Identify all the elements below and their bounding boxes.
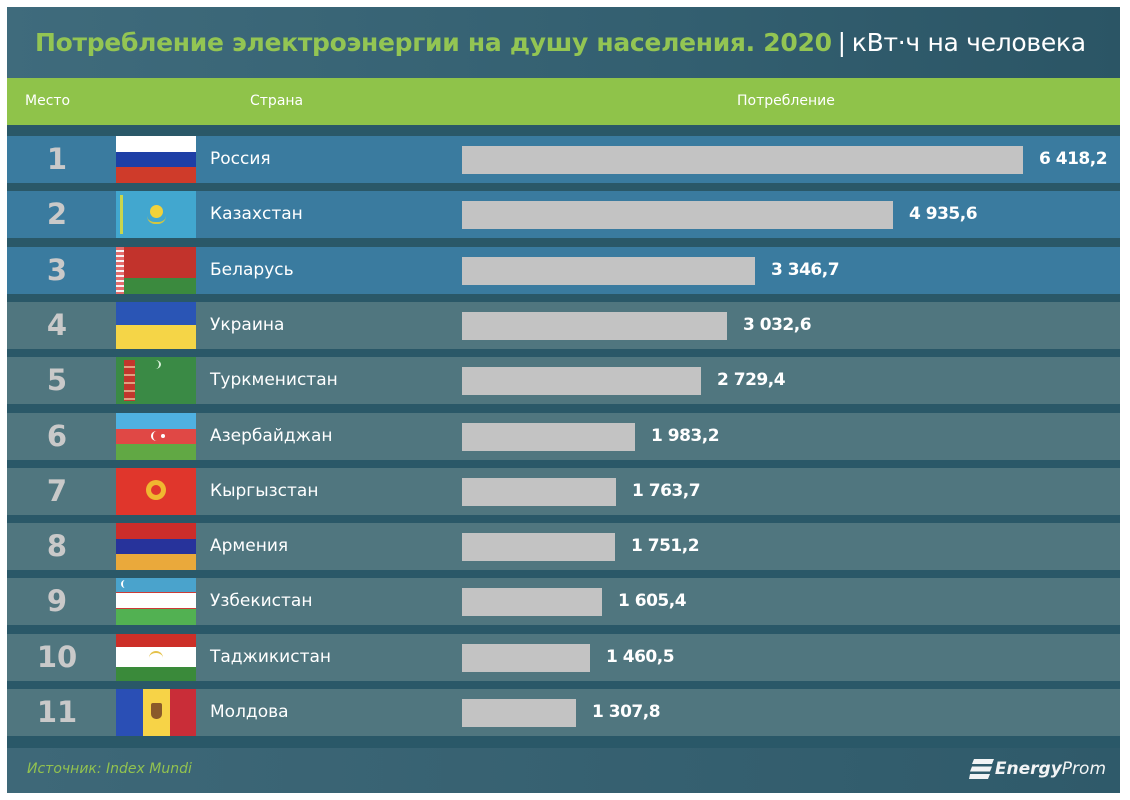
consumption-bar <box>462 422 635 451</box>
consumption-value: 1 460,5 <box>606 646 675 667</box>
consumption-value: 1 983,2 <box>651 425 720 446</box>
rank-number: 1 <box>46 142 68 176</box>
country-name: Украина <box>210 314 285 335</box>
table-row: 9 Узбекистан 1 605,4 <box>7 578 1120 626</box>
energyprom-logo-icon <box>968 759 994 779</box>
rank-number: 4 <box>46 307 68 342</box>
turkmenistan-flag-icon <box>116 357 196 405</box>
logo-text: EnergyProm <box>994 759 1106 779</box>
infographic-panel: Потребление электроэнергии на душу насел… <box>7 7 1120 793</box>
country-name: Таджикистан <box>210 646 332 667</box>
rank-number: 8 <box>46 529 68 564</box>
consumption-bar <box>462 533 615 562</box>
moldova-flag-icon <box>116 689 196 736</box>
chart-title: Потребление электроэнергии на душу насел… <box>35 28 1086 57</box>
rank-number: 9 <box>46 584 68 619</box>
rank-number: 7 <box>46 473 68 508</box>
column-header-country: Страна <box>250 93 304 109</box>
rank-number: 2 <box>46 197 68 232</box>
consumption-value: 4 935,6 <box>909 204 978 225</box>
title-bar: Потребление электроэнергии на душу насел… <box>7 7 1120 78</box>
table-row: 1 Россия 6 418,2 <box>7 136 1120 183</box>
ukraine-flag-icon <box>116 301 196 349</box>
country-name: Кыргызстан <box>210 480 319 501</box>
table-row: 10 Таджикистан 1 460,5 <box>7 633 1120 681</box>
column-header-rank: Место <box>25 93 71 109</box>
country-name: Казахстан <box>210 204 303 225</box>
consumption-bar <box>462 643 590 672</box>
rank-number: 11 <box>36 695 78 729</box>
consumption-bar <box>462 146 1023 174</box>
consumption-bar <box>462 201 893 230</box>
table-row: 11 Молдова 1 307,8 <box>7 689 1120 736</box>
country-name: Азербайджан <box>210 425 333 446</box>
country-name: Армения <box>210 536 289 557</box>
consumption-value: 3 032,6 <box>743 314 812 335</box>
title-unit: кВт·ч на человека <box>851 28 1086 57</box>
russia-flag-icon <box>116 136 196 183</box>
consumption-bar <box>462 588 602 617</box>
table-row: 2 Казахстан 4 935,6 <box>7 191 1120 239</box>
armenia-flag-icon <box>116 523 196 571</box>
uzbekistan-flag-icon <box>116 578 196 626</box>
title-separator: | <box>837 28 846 57</box>
column-header-value: Потребление <box>737 93 835 109</box>
consumption-bar <box>462 256 755 285</box>
country-name: Беларусь <box>210 259 294 280</box>
consumption-value: 1 763,7 <box>632 480 701 501</box>
table-row: 3 Беларусь 3 346,7 <box>7 246 1120 294</box>
consumption-bar <box>462 311 727 340</box>
tajikistan-flag-icon <box>116 633 196 681</box>
rank-number: 6 <box>46 418 68 453</box>
column-header-bar: Место Страна Потребление <box>7 78 1120 125</box>
country-name: Туркменистан <box>210 370 338 391</box>
consumption-value: 6 418,2 <box>1039 149 1108 169</box>
rank-number: 5 <box>46 363 68 398</box>
source-text: Источник: Index Mundi <box>27 761 192 777</box>
table-row: 4 Украина 3 032,6 <box>7 301 1120 349</box>
kyrgyzstan-flag-icon <box>116 467 196 515</box>
consumption-value: 2 729,4 <box>717 370 786 391</box>
consumption-value: 3 346,7 <box>771 259 840 280</box>
kazakhstan-flag-icon <box>116 191 196 239</box>
azerbaijan-flag-icon <box>116 412 196 460</box>
consumption-bar <box>462 699 576 727</box>
consumption-bar <box>462 477 616 506</box>
rank-number: 3 <box>46 252 68 287</box>
consumption-value: 1 751,2 <box>631 536 700 557</box>
energyprom-logo: EnergyProm <box>968 758 1106 780</box>
table-row: 7 Кыргызстан 1 763,7 <box>7 467 1120 515</box>
country-name: Молдова <box>210 702 289 722</box>
country-name: Узбекистан <box>210 591 313 612</box>
consumption-value: 1 605,4 <box>618 591 687 612</box>
footer: Источник: Index Mundi EnergyProm <box>7 748 1120 793</box>
table-row: 6 Азербайджан 1 983,2 <box>7 412 1120 460</box>
consumption-bar <box>462 367 701 396</box>
consumption-value: 1 307,8 <box>592 702 661 722</box>
belarus-flag-icon <box>116 246 196 294</box>
table-row: 5 Туркменистан 2 729,4 <box>7 357 1120 405</box>
title-main: Потребление электроэнергии на душу насел… <box>35 28 832 57</box>
rank-number: 10 <box>36 639 78 674</box>
table-row: 8 Армения 1 751,2 <box>7 523 1120 571</box>
country-name: Россия <box>210 149 271 169</box>
